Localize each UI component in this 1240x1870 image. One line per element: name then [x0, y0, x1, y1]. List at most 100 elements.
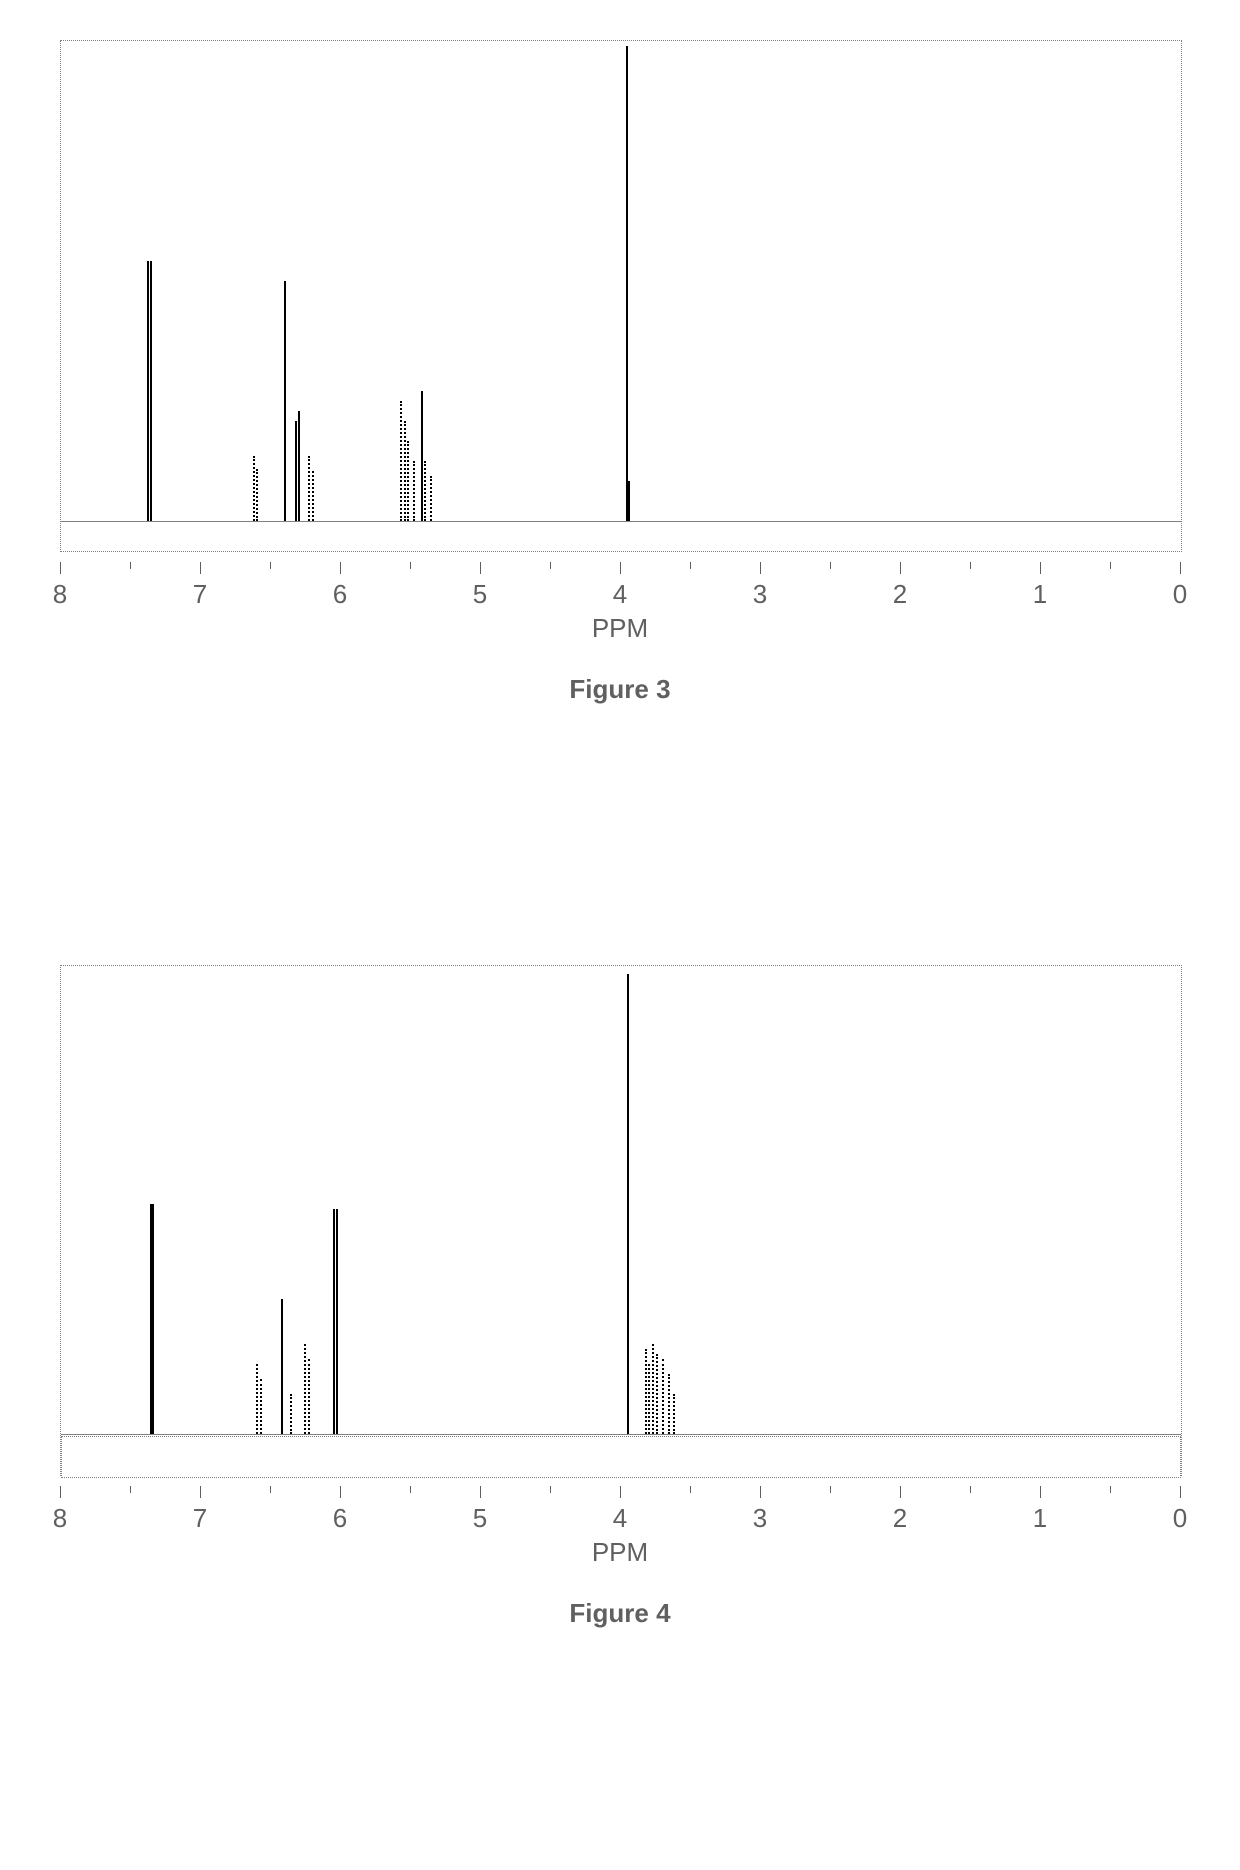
x-tick-label: 3	[753, 579, 767, 610]
nmr-peak	[256, 469, 258, 521]
figure-3-ticks	[60, 562, 1180, 577]
x-tick-major	[1180, 562, 1181, 574]
x-tick-minor	[830, 562, 831, 569]
figure-3-caption: Figure 3	[0, 674, 1240, 705]
nmr-peak	[656, 1354, 658, 1434]
nmr-peak	[333, 1209, 335, 1434]
x-tick-label: 3	[753, 1503, 767, 1534]
nmr-peak	[413, 461, 415, 521]
x-tick-label: 1	[1033, 579, 1047, 610]
x-tick-major	[480, 1486, 481, 1498]
x-tick-label: 2	[893, 579, 907, 610]
x-tick-label: 8	[53, 1503, 67, 1534]
x-tick-label: 8	[53, 579, 67, 610]
figure-spacer	[0, 705, 1240, 925]
figure-4-container: 876543210 PPM Figure 4	[0, 965, 1240, 1629]
nmr-peak	[281, 1299, 283, 1434]
x-tick-label: 0	[1173, 579, 1187, 610]
nmr-peak	[648, 1364, 650, 1434]
nmr-peak	[308, 456, 310, 521]
nmr-peak	[668, 1374, 670, 1434]
nmr-peak	[256, 1364, 258, 1434]
x-tick-major	[620, 562, 621, 574]
nmr-peak	[430, 476, 432, 521]
x-tick-major	[1040, 1486, 1041, 1498]
x-tick-minor	[410, 562, 411, 569]
x-tick-minor	[130, 562, 131, 569]
x-tick-major	[760, 1486, 761, 1498]
nmr-peak	[308, 1359, 310, 1434]
nmr-peak	[407, 441, 409, 521]
x-tick-major	[1180, 1486, 1181, 1498]
x-tick-major	[620, 1486, 621, 1498]
x-tick-major	[60, 562, 61, 574]
nmr-peak	[260, 1379, 262, 1434]
x-tick-minor	[1110, 1486, 1111, 1493]
figure-4-caption: Figure 4	[0, 1598, 1240, 1629]
figure-3-container: 8 7 6 5 4 3 2 1 0 PPM Figure 3	[0, 40, 1240, 705]
nmr-peak	[400, 401, 402, 521]
x-tick-label: 1	[1033, 1503, 1047, 1534]
figure-4-spectrum	[60, 965, 1180, 1476]
x-tick-label: 5	[473, 579, 487, 610]
x-tick-minor	[690, 562, 691, 569]
nmr-peak	[652, 1344, 654, 1434]
nmr-peak	[421, 391, 423, 521]
nmr-peak	[150, 261, 152, 521]
nmr-peak	[628, 481, 630, 521]
nmr-peak	[147, 261, 149, 521]
x-tick-major	[900, 562, 901, 574]
figure-4-axis-box	[61, 1436, 1181, 1478]
nmr-peak	[627, 974, 629, 1434]
x-tick-minor	[550, 562, 551, 569]
nmr-peak	[253, 456, 255, 521]
x-tick-minor	[970, 562, 971, 569]
x-tick-label: 6	[333, 579, 347, 610]
x-tick-minor	[270, 562, 271, 569]
x-tick-major	[200, 562, 201, 574]
x-tick-label: 7	[193, 1503, 207, 1534]
nmr-peak	[152, 1204, 154, 1434]
figure-4-baseline	[61, 1434, 1181, 1435]
figure-3-xlabel: PPM	[0, 613, 1240, 644]
figure-4-ticks	[60, 1486, 1180, 1501]
x-tick-label: 4	[613, 579, 627, 610]
x-tick-label: 0	[1173, 1503, 1187, 1534]
x-tick-minor	[690, 1486, 691, 1493]
nmr-peak	[295, 421, 297, 521]
figure-3-plot-area	[60, 40, 1182, 552]
figure-3-spectrum	[60, 40, 1180, 552]
figure-4-tick-labels: 876543210	[60, 1501, 1180, 1533]
nmr-peak	[424, 461, 426, 521]
figure-3-baseline	[61, 521, 1181, 522]
x-tick-major	[60, 1486, 61, 1498]
nmr-peak	[404, 421, 406, 521]
x-tick-major	[900, 1486, 901, 1498]
nmr-peak	[673, 1394, 675, 1434]
nmr-peak	[626, 46, 628, 521]
x-tick-label: 7	[193, 579, 207, 610]
x-tick-minor	[270, 1486, 271, 1493]
x-tick-major	[340, 562, 341, 574]
x-tick-label: 6	[333, 1503, 347, 1534]
x-tick-major	[1040, 562, 1041, 574]
figure-3-tick-labels: 876543210	[60, 577, 1180, 609]
nmr-peak	[304, 1344, 306, 1434]
nmr-peak	[298, 411, 300, 521]
x-tick-minor	[410, 1486, 411, 1493]
x-tick-major	[480, 562, 481, 574]
x-tick-minor	[550, 1486, 551, 1493]
x-tick-major	[760, 562, 761, 574]
nmr-peak	[284, 281, 286, 521]
x-tick-label: 4	[613, 1503, 627, 1534]
figure-4-xlabel: PPM	[0, 1537, 1240, 1568]
x-tick-minor	[970, 1486, 971, 1493]
x-tick-label: 2	[893, 1503, 907, 1534]
x-tick-major	[200, 1486, 201, 1498]
nmr-peak	[336, 1209, 338, 1434]
x-tick-major	[340, 1486, 341, 1498]
nmr-peak	[150, 1204, 152, 1434]
x-tick-minor	[1110, 562, 1111, 569]
nmr-peak	[290, 1394, 292, 1434]
nmr-peak	[645, 1349, 647, 1434]
